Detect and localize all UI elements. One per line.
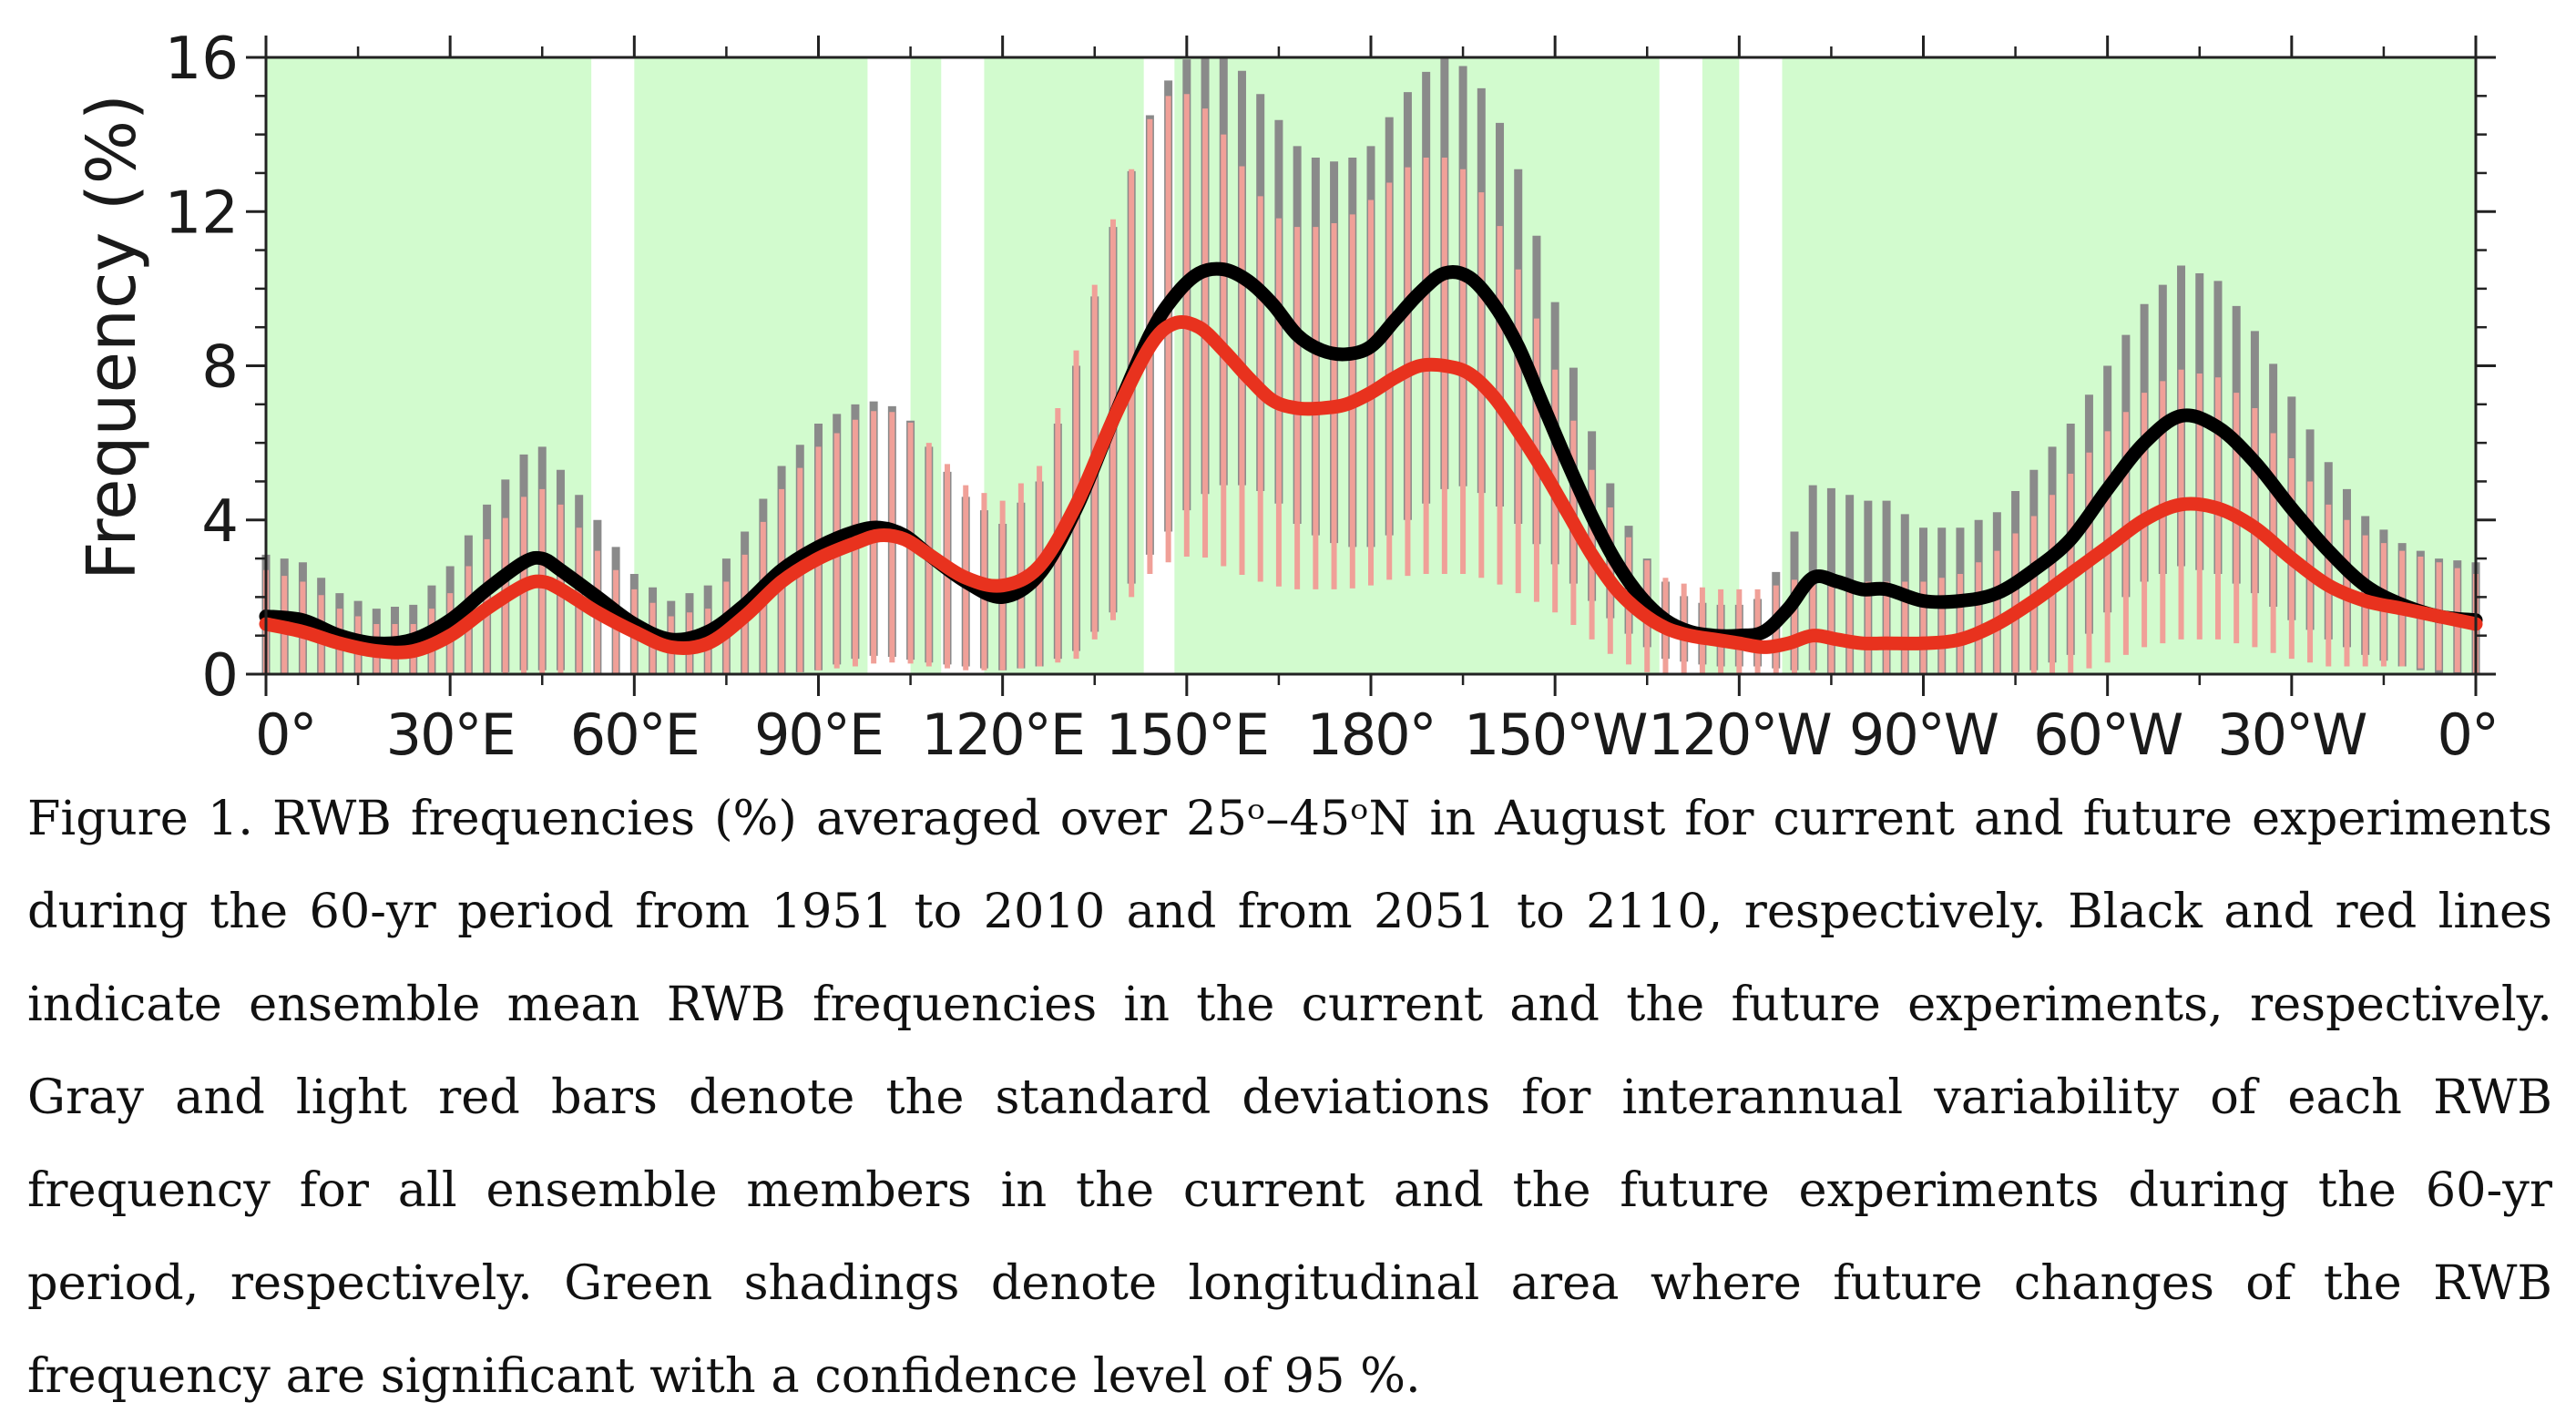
tick-labels-group: 0 4 8 12 16 0° 30°E 60°E 90°E 120°E 150°E 180° 150°W… xyxy=(165,26,2499,768)
x-tick-label-7: 150°W xyxy=(1464,701,1647,768)
caption-line-2: indicate ensemble mean RWB frequencies i… xyxy=(27,977,2552,1032)
x-tick-label-0: 0° xyxy=(255,701,315,768)
significance-region-5 xyxy=(1702,57,1740,674)
x-tick-label-6: 180° xyxy=(1306,701,1435,768)
x-tick-label-2: 60°E xyxy=(570,701,699,768)
y-tick-label-16: 16 xyxy=(165,26,239,93)
caption-line-3: Gray and light red bars denote the stand… xyxy=(27,1070,2552,1125)
caption-line-4: frequency for all ensemble members in th… xyxy=(27,1162,2552,1218)
y-axis-label: Frequency (%) xyxy=(73,94,151,580)
x-tick-label-1: 30°E xyxy=(386,701,515,768)
axes-group xyxy=(246,36,2496,696)
x-tick-label-10: 60°W xyxy=(2033,701,2182,768)
y-tick-label-8: 8 xyxy=(201,334,239,402)
significance-region-0 xyxy=(266,57,592,674)
x-tick-label-5: 150°E xyxy=(1106,701,1269,768)
current-mean-line xyxy=(259,261,2483,650)
significance-region-1 xyxy=(634,57,868,674)
chart-area: 0 4 8 12 16 0° 30°E 60°E 90°E 120°E 150°E 180° 150°W… xyxy=(73,26,2499,768)
caption-line-6: frequency are significant with a confide… xyxy=(27,1348,1421,1404)
caption-line-1: during the 60-yr period from 1951 to 201… xyxy=(27,884,2552,939)
caption-line-0: Figure 1. RWB frequencies (%) averaged o… xyxy=(27,791,2552,846)
x-tick-label-3: 90°E xyxy=(754,701,883,768)
figure-caption: Figure 1. RWB frequencies (%) averaged o… xyxy=(27,773,2552,1423)
x-tick-label-12: 0° xyxy=(2438,701,2498,768)
x-tick-label-11: 30°W xyxy=(2217,701,2366,768)
y-tick-label-12: 12 xyxy=(165,179,239,247)
x-tick-label-9: 90°W xyxy=(1849,701,1998,768)
x-tick-label-4: 120°E xyxy=(921,701,1084,768)
rwb-frequency-chart: 0 4 8 12 16 0° 30°E 60°E 90°E 120°E 150°E 180° 150°W… xyxy=(73,26,2499,768)
future-mean-line xyxy=(259,314,2483,660)
series-lines-group xyxy=(259,261,2483,660)
y-tick-label-0: 0 xyxy=(201,642,239,710)
x-tick-label-8: 120°W xyxy=(1648,701,1831,768)
caption-line-5: period, respectively. Green shadings den… xyxy=(27,1255,2552,1311)
y-tick-label-4: 4 xyxy=(201,488,239,556)
